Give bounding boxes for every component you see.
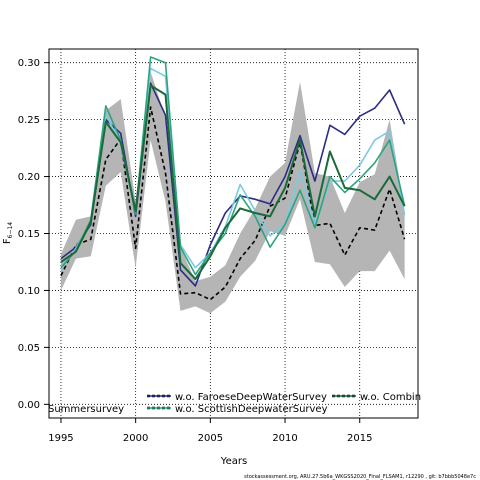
x-axis-title: Years (220, 456, 247, 467)
legend-label: w.o. Combin (360, 392, 421, 403)
series-lines-layer (60, 56, 406, 301)
y-tick-label: 0.05 (18, 343, 40, 354)
y-axis-title-subscript: 6−14 (7, 222, 14, 239)
legend-label: w.o. ScottishDeepwaterSurvey (175, 404, 328, 415)
svg-text:F6−14: F6−14 (2, 222, 14, 244)
footer-source-text: stockassessment.org, ARU.27.5b6a_WKGSS20… (244, 474, 476, 480)
y-tick-label: 0.15 (18, 229, 40, 240)
x-axis: 1995 2000 2005 2010 2015 (48, 418, 372, 444)
legend-label: Summersurvey (48, 404, 124, 415)
confidence-band (61, 71, 405, 314)
confidence-band-layer (61, 71, 405, 314)
x-tick-label: 2015 (347, 433, 372, 444)
y-tick-label: 0.10 (18, 286, 40, 297)
series-line-4 (60, 56, 406, 276)
y-tick-label: 0.20 (18, 172, 40, 183)
y-axis-title: F6−14 (2, 222, 14, 244)
x-tick-label: 2000 (123, 433, 148, 444)
x-tick-label: 2010 (272, 433, 297, 444)
series-line-5 (60, 84, 406, 281)
y-tick-label: 0.00 (18, 400, 40, 411)
x-tick-label: 2005 (198, 433, 223, 444)
y-axis: 0.00 0.05 0.10 0.15 0.20 0.25 0.30 (18, 58, 49, 411)
y-axis-title-main: F (2, 238, 13, 244)
y-tick-label: 0.30 (18, 58, 40, 69)
legend-label: w.o. FaroeseDeepWaterSurvey (175, 392, 327, 403)
y-tick-label: 0.25 (18, 115, 40, 126)
x-tick-label: 1995 (48, 433, 73, 444)
series-line-1 (60, 106, 406, 301)
